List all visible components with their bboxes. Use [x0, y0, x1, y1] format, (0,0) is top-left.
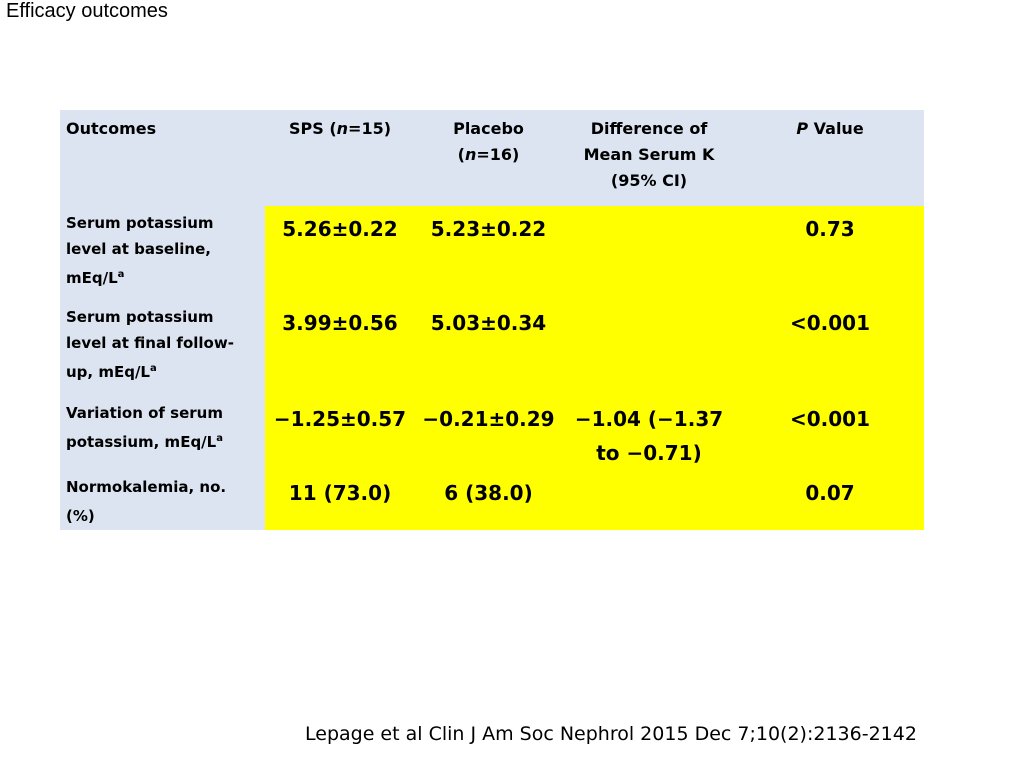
p-value: 0.07 [736, 470, 924, 530]
difference-value: −1.04 (−1.37 to −0.71) [562, 396, 736, 470]
placebo-value: 6 (38.0) [415, 470, 562, 530]
p-value: 0.73 [736, 206, 924, 300]
sps-value: 3.99±0.56 [265, 300, 415, 396]
header-placebo: Placebo (n=16) [415, 110, 562, 206]
difference-value [562, 470, 736, 530]
slide-title: Efficacy outcomes [6, 0, 168, 22]
table-row: Normokalemia, no. (%) 11 (73.0) 6 (38.0)… [60, 470, 924, 530]
placebo-value: 5.23±0.22 [415, 206, 562, 300]
difference-value [562, 300, 736, 396]
table-header-row: Outcomes SPS (n=15) Placebo (n=16) Diffe… [60, 110, 924, 206]
table-row: Serum potassium level at final follow-up… [60, 300, 924, 396]
table-row: Serum potassium level at baseline, mEq/L… [60, 206, 924, 300]
header-sps: SPS (n=15) [265, 110, 415, 206]
header-difference: Difference of Mean Serum K (95% CI) [562, 110, 736, 206]
sps-value: 11 (73.0) [265, 470, 415, 530]
p-value: <0.001 [736, 396, 924, 470]
row-label: Normokalemia, no. (%) [60, 470, 265, 530]
sps-value: −1.25±0.57 [265, 396, 415, 470]
row-label: Variation of serum potassium, mEq/La [60, 396, 265, 470]
header-p-value: P Value [736, 110, 924, 206]
header-outcomes: Outcomes [60, 110, 265, 206]
citation: Lepage et al Clin J Am Soc Nephrol 2015 … [305, 723, 917, 745]
row-label: Serum potassium level at baseline, mEq/L… [60, 206, 265, 300]
efficacy-outcomes-table: Outcomes SPS (n=15) Placebo (n=16) Diffe… [60, 110, 924, 530]
difference-value [562, 206, 736, 300]
sps-value: 5.26±0.22 [265, 206, 415, 300]
row-label: Serum potassium level at final follow-up… [60, 300, 265, 396]
placebo-value: 5.03±0.34 [415, 300, 562, 396]
placebo-value: −0.21±0.29 [415, 396, 562, 470]
p-value: <0.001 [736, 300, 924, 396]
table-row: Variation of serum potassium, mEq/La −1.… [60, 396, 924, 470]
